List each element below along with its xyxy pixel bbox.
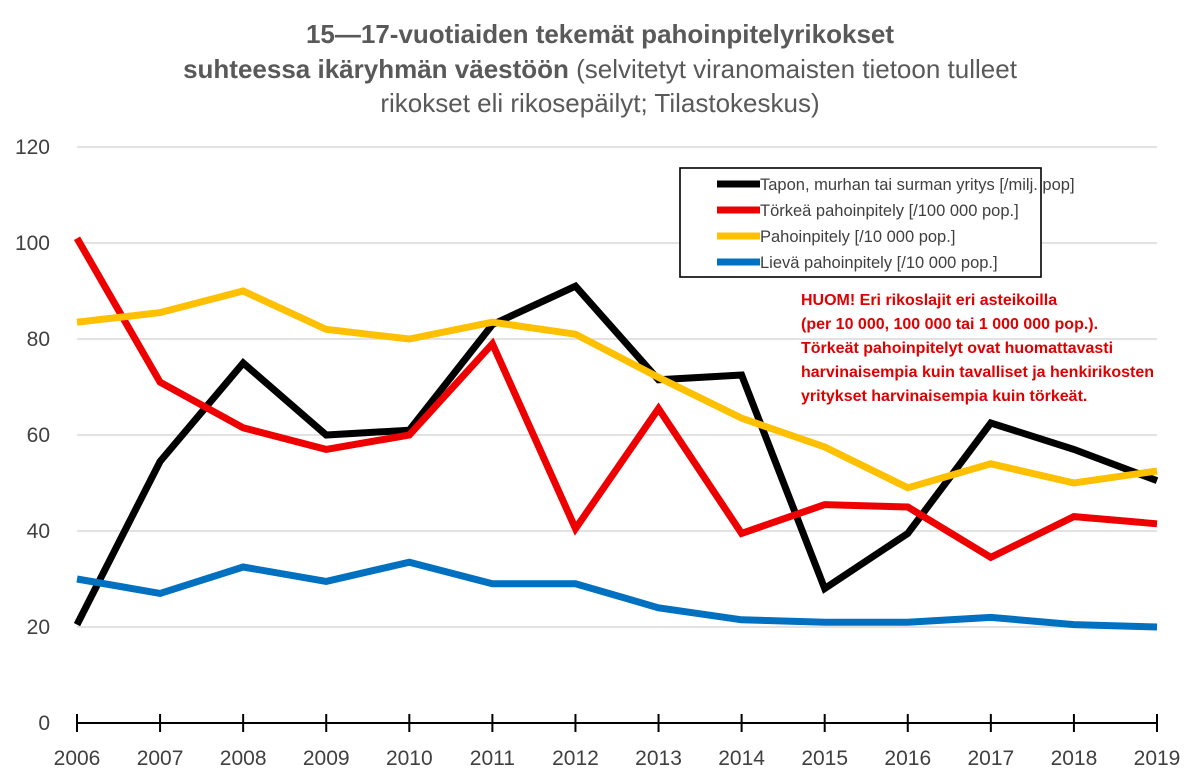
x-tick-label: 2007	[137, 747, 184, 770]
legend-label: Lievä pahoinpitely [/10 000 pop.]	[760, 254, 998, 272]
series-line-3	[76, 287, 1158, 492]
annotation-line: Törkeät pahoinpitelyt ovat huomattavasti	[801, 340, 1113, 357]
y-tick-label: 0	[38, 712, 50, 735]
legend: Tapon, murhan tai surman yritys [/milj. …	[679, 167, 1075, 278]
series-line-1	[73, 281, 1159, 627]
series-line-2	[73, 236, 1158, 562]
annotation-line: harvinaisempia kuin tavalliset ja henkir…	[801, 364, 1154, 381]
chart-title-line2: suhteessa ikäryhmän väestöön (selvitetyt…	[183, 54, 1018, 84]
annotation-line: (per 10 000, 100 000 tai 1 000 000 pop.)…	[801, 316, 1098, 333]
legend-label: Pahoinpitely [/10 000 pop.]	[760, 228, 955, 246]
y-tick-label: 100	[15, 232, 50, 255]
x-tick-label: 2012	[552, 747, 599, 770]
x-tick-label: 2017	[967, 747, 1014, 770]
annotation-line: HUOM! Eri rikoslajit eri asteikoilla	[801, 292, 1057, 309]
x-axis: 2006 2007 2008 2009 2010 2011 2012 2013 2014 2015…	[54, 714, 1181, 770]
chart-title-line3: rikokset eli rikosepäilyt; Tilastokeskus…	[380, 88, 819, 118]
chart-title-line1: 15—17-vuotiaiden tekemät pahoinpitelyrik…	[306, 19, 894, 49]
x-tick-label: 2013	[635, 747, 682, 770]
series-lines	[73, 236, 1159, 631]
legend-label: Törkeä pahoinpitely [/100 000 pop.]	[760, 202, 1019, 220]
x-tick-label: 2009	[303, 747, 350, 770]
annotation-line: yritykset harvinaisempia kuin törkeät.	[801, 388, 1087, 405]
x-tick-label: 2014	[718, 747, 765, 770]
y-tick-label: 120	[15, 136, 50, 159]
x-tick-label: 2006	[54, 747, 101, 770]
y-tick-label: 80	[27, 328, 50, 351]
y-tick-label: 40	[27, 520, 50, 543]
series-line-4	[76, 558, 1158, 631]
x-tick-label: 2015	[801, 747, 848, 770]
x-tick-label: 2016	[884, 747, 931, 770]
x-tick-label: 2008	[220, 747, 267, 770]
y-tick-label: 60	[27, 424, 50, 447]
y-axis-ticks: 0 20 40 60 80 100 120	[15, 136, 50, 735]
annotation-note: HUOM! Eri rikoslajit eri asteikoilla (per…	[801, 292, 1154, 405]
x-tick-label: 2011	[470, 747, 515, 770]
legend-label: Tapon, murhan tai surman yritys [/milj. …	[760, 176, 1075, 194]
x-tick-label: 2010	[386, 747, 433, 770]
x-tick-label: 2018	[1051, 747, 1098, 770]
chart-title-line2-rest: (selvitetyt viranomaisten tietoon tullee…	[569, 54, 1018, 84]
x-tick-label: 2019	[1134, 747, 1181, 770]
y-tick-label: 20	[27, 616, 50, 639]
chart-title-line2-bold: suhteessa ikäryhmän väestöön	[183, 54, 569, 84]
